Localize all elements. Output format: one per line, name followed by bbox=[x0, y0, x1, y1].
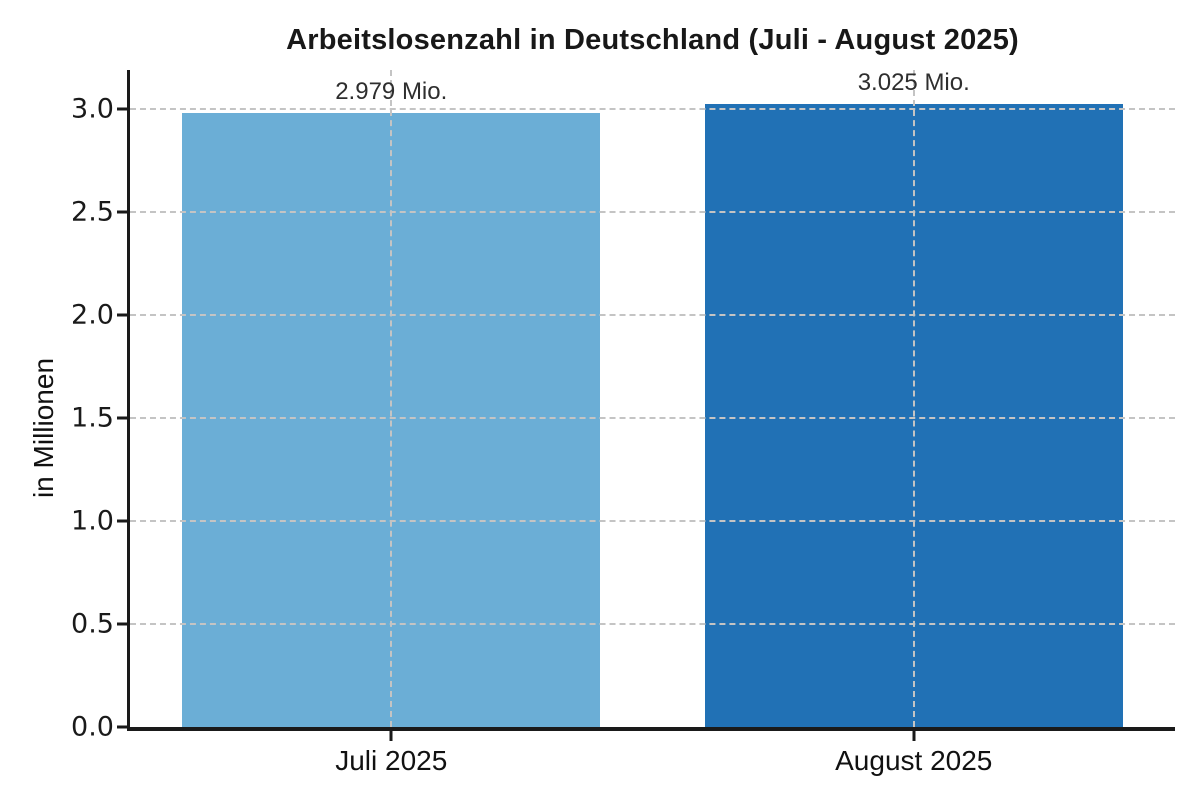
x-tick-mark bbox=[389, 731, 393, 741]
y-axis-ticks: 0.0 0.5 1.0 1.5 2.0 2.5 3.0 bbox=[0, 70, 114, 743]
y-tick-mark bbox=[117, 107, 127, 111]
x-tick-label: August 2025 bbox=[835, 745, 993, 776]
gridline-vertical bbox=[912, 70, 915, 727]
y-tick-label: 0.5 bbox=[71, 608, 114, 640]
gridline-horizontal bbox=[130, 417, 1175, 420]
x-tick-mark bbox=[912, 731, 916, 741]
y-tick-label: 1.5 bbox=[71, 402, 114, 434]
chart-title: Arbeitslosenzahl in Deutschland (Juli - … bbox=[286, 24, 1019, 56]
bar-value-label: 3.025 Mio. bbox=[857, 68, 970, 96]
gridline-vertical bbox=[390, 70, 393, 727]
gridline-horizontal bbox=[130, 520, 1175, 523]
y-tick-mark bbox=[117, 519, 127, 523]
y-tick-label: 3.0 bbox=[71, 93, 114, 125]
y-tick-mark bbox=[117, 210, 127, 214]
y-tick-label: 2.5 bbox=[71, 196, 114, 228]
y-tick-mark bbox=[117, 416, 127, 420]
y-tick-label: 0.0 bbox=[71, 711, 114, 743]
plot-area: 2.979 Mio. Juli 2025 3.025 Mio. August 2025 bbox=[117, 68, 1175, 776]
gridline-horizontal bbox=[130, 108, 1175, 111]
y-tick-label: 1.0 bbox=[71, 505, 114, 537]
y-tick-mark bbox=[117, 725, 127, 729]
gridline-horizontal bbox=[130, 314, 1175, 317]
y-tick-label: 2.0 bbox=[71, 299, 114, 331]
y-axis-spine bbox=[127, 70, 130, 731]
bar-value-label: 2.979 Mio. bbox=[335, 78, 448, 106]
y-tick-mark bbox=[117, 313, 127, 317]
x-axis-spine bbox=[127, 727, 1175, 731]
x-tick-label: Juli 2025 bbox=[335, 745, 448, 776]
gridline-horizontal bbox=[130, 211, 1175, 214]
y-tick-mark bbox=[117, 622, 127, 626]
gridline-horizontal bbox=[130, 623, 1175, 626]
